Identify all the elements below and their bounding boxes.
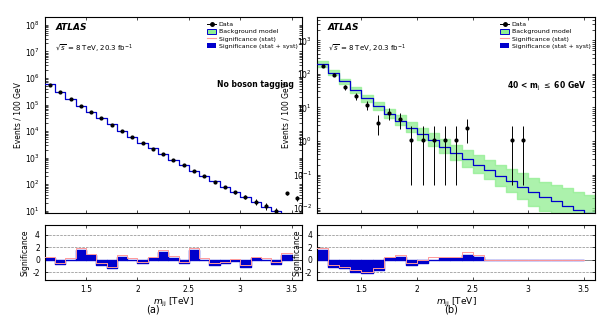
Text: (a): (a) xyxy=(146,305,159,315)
Text: No boson tagging: No boson tagging xyxy=(218,80,294,89)
Legend: Data, Background model, Significance (stat), Significance (stat + syst): Data, Background model, Significance (st… xyxy=(206,20,299,50)
Text: ATLAS: ATLAS xyxy=(328,23,359,32)
Legend: Data, Background model, Significance (stat), Significance (stat + syst): Data, Background model, Significance (st… xyxy=(499,20,592,50)
Text: 40 < m$_\mathrm{j}$ $\leq$ 60 GeV: 40 < m$_\mathrm{j}$ $\leq$ 60 GeV xyxy=(507,80,587,93)
Y-axis label: Significance: Significance xyxy=(21,229,30,276)
Text: $\sqrt{s}$ = 8 TeV, 20.3 fb$^{-1}$: $\sqrt{s}$ = 8 TeV, 20.3 fb$^{-1}$ xyxy=(328,42,406,55)
Text: (b): (b) xyxy=(444,305,459,315)
Text: ATLAS: ATLAS xyxy=(55,23,87,32)
Y-axis label: Events / 100 GeV: Events / 100 GeV xyxy=(281,82,290,148)
Y-axis label: Events / 100 GeV: Events / 100 GeV xyxy=(13,82,22,148)
X-axis label: $m_\mathrm{jj}$ [TeV]: $m_\mathrm{jj}$ [TeV] xyxy=(153,296,194,309)
Text: $\sqrt{s}$ = 8 TeV, 20.3 fb$^{-1}$: $\sqrt{s}$ = 8 TeV, 20.3 fb$^{-1}$ xyxy=(55,42,133,55)
Y-axis label: Significance: Significance xyxy=(293,229,302,276)
X-axis label: $m_\mathrm{jj}$ [TeV]: $m_\mathrm{jj}$ [TeV] xyxy=(435,296,477,309)
